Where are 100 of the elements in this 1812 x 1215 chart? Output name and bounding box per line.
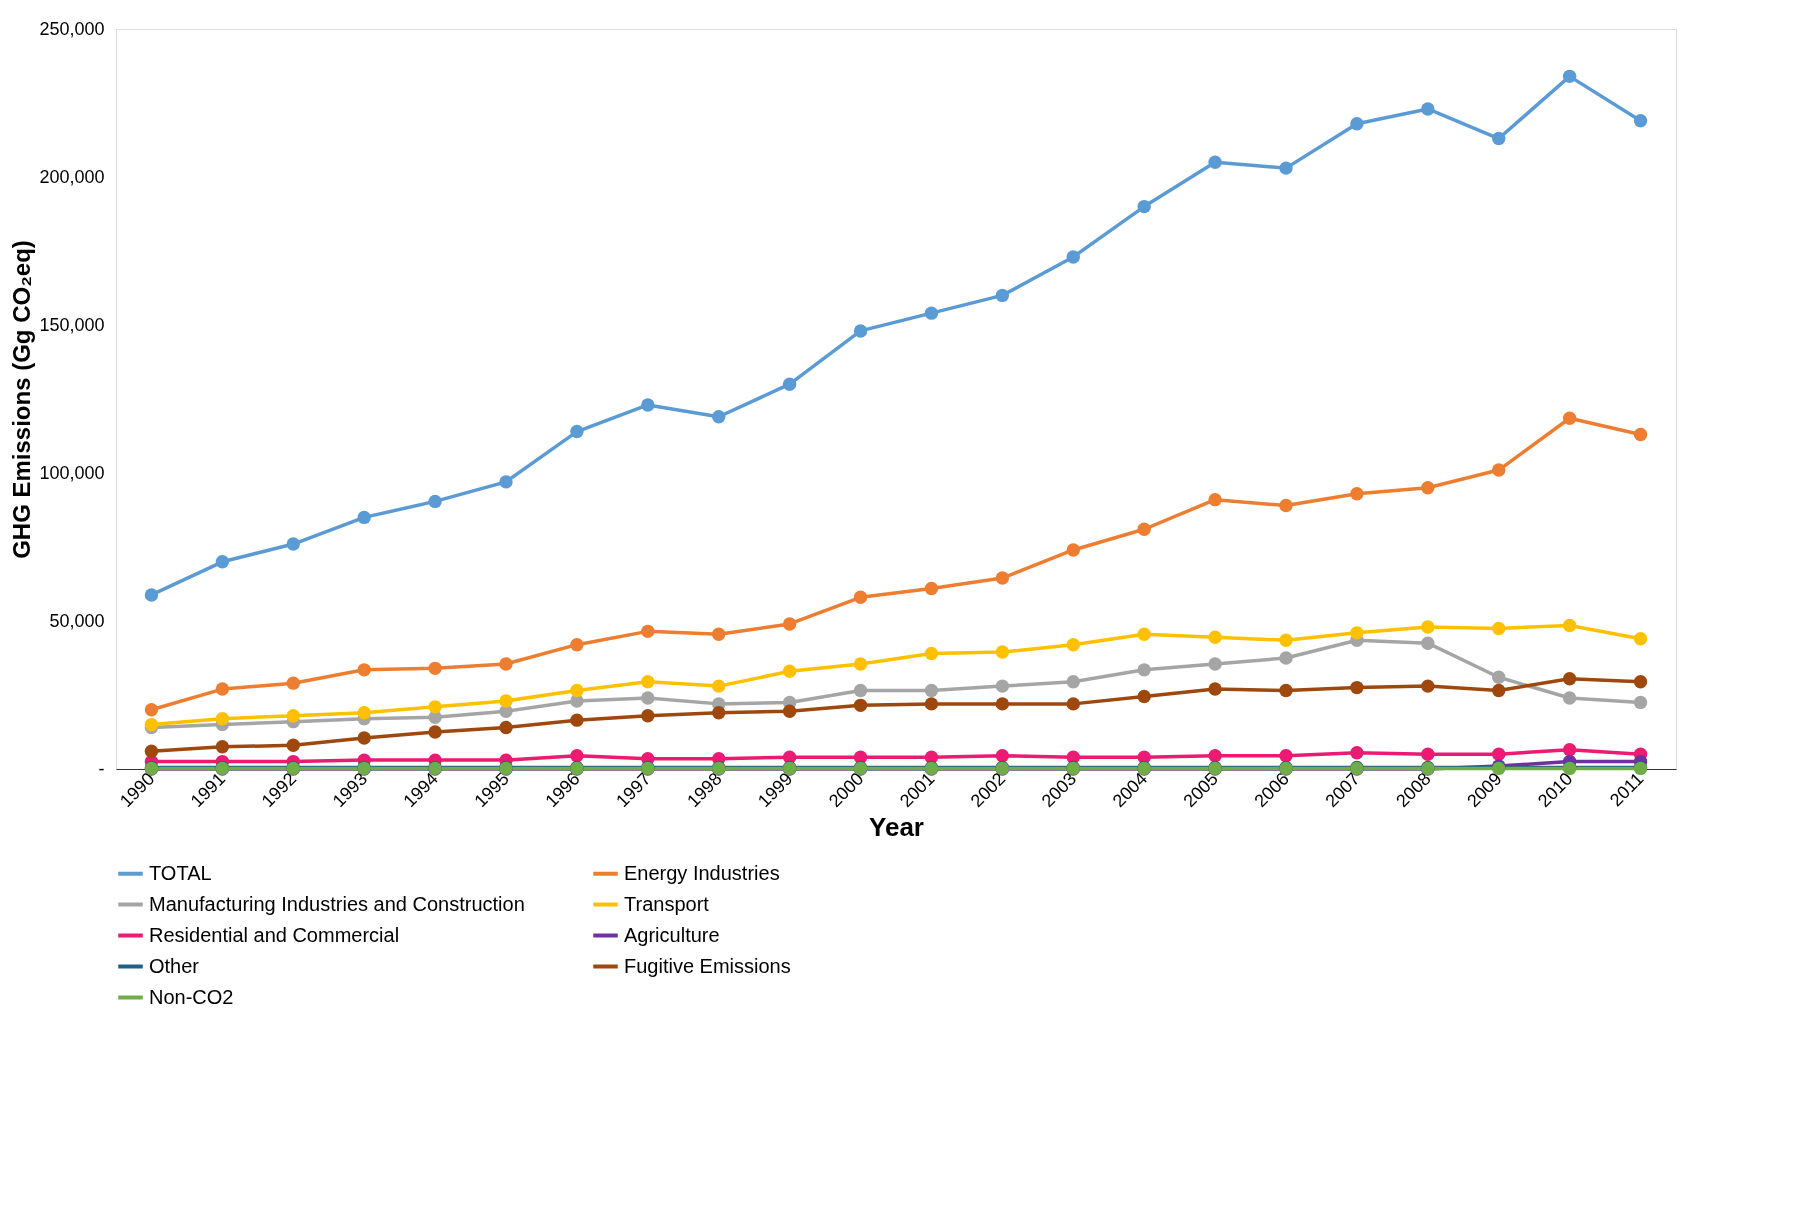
point <box>853 324 868 338</box>
point <box>782 377 797 391</box>
y-tick-label: 50,000 <box>49 610 105 631</box>
legend-label: Agriculture <box>624 923 720 946</box>
point <box>1279 161 1293 175</box>
point <box>782 664 797 679</box>
legend-label: Transport <box>624 892 710 915</box>
point <box>286 676 300 690</box>
point <box>570 713 584 727</box>
point <box>1633 632 1648 646</box>
point <box>428 725 442 739</box>
point <box>1421 102 1435 116</box>
point <box>853 657 868 671</box>
point <box>782 617 797 631</box>
point <box>1137 689 1151 704</box>
point <box>1350 746 1364 760</box>
point <box>499 694 513 708</box>
point <box>1421 636 1435 650</box>
legend-label: Other <box>149 954 200 977</box>
point <box>570 683 584 698</box>
point <box>641 709 655 723</box>
point <box>499 475 513 489</box>
point <box>357 731 371 745</box>
point <box>499 657 513 671</box>
point <box>357 706 371 720</box>
point <box>641 398 655 412</box>
point <box>712 410 726 424</box>
legend-label: Non-CO2 <box>149 985 234 1008</box>
y-tick-label: 100,000 <box>39 462 105 483</box>
point <box>1421 481 1435 495</box>
y-tick-label: - <box>98 758 105 779</box>
point <box>1208 630 1222 644</box>
point <box>1208 657 1222 671</box>
point <box>1279 683 1293 698</box>
point <box>1066 697 1080 711</box>
point <box>1421 679 1435 693</box>
point <box>853 683 868 698</box>
point <box>712 706 726 720</box>
point <box>1421 620 1435 634</box>
point <box>1350 680 1364 695</box>
point <box>286 738 300 753</box>
point <box>1137 199 1151 214</box>
legend-label: Residential and Commercial <box>149 923 400 946</box>
point <box>1208 155 1222 169</box>
point <box>1137 663 1151 677</box>
point <box>1562 691 1577 705</box>
point <box>1492 683 1506 698</box>
point <box>1421 747 1435 761</box>
point <box>712 627 726 642</box>
point <box>1208 748 1222 763</box>
point <box>924 581 939 596</box>
point <box>995 697 1010 711</box>
point <box>1066 543 1080 557</box>
point <box>1066 674 1080 689</box>
point <box>1633 114 1648 128</box>
point <box>924 697 939 711</box>
point <box>428 494 442 509</box>
point <box>1208 682 1222 696</box>
point <box>215 555 230 569</box>
point <box>641 674 655 689</box>
legend-label: Energy Industries <box>624 861 780 884</box>
point <box>995 645 1010 659</box>
legend-label: Fugitive Emissions <box>624 954 791 977</box>
point <box>1279 651 1293 665</box>
point <box>1633 427 1648 442</box>
point <box>144 744 159 758</box>
point <box>1492 463 1506 477</box>
point <box>144 703 159 717</box>
point <box>1562 743 1577 757</box>
legend-label: Manufacturing Industries and Construction <box>149 892 525 915</box>
point <box>570 424 584 439</box>
point <box>570 637 584 652</box>
point <box>853 590 868 605</box>
point <box>428 661 442 676</box>
point <box>712 679 726 693</box>
point <box>1066 250 1080 264</box>
legend-label: TOTAL <box>149 861 212 884</box>
point <box>144 588 159 602</box>
point <box>215 740 230 754</box>
point <box>1562 618 1577 633</box>
point <box>1279 748 1293 763</box>
y-tick-label: 200,000 <box>39 166 105 187</box>
point <box>1208 492 1222 507</box>
point <box>570 748 584 763</box>
point <box>995 288 1010 303</box>
point <box>1492 621 1506 636</box>
y-axis-title: GHG Emissions (Gg CO₂eq) <box>8 240 36 559</box>
point <box>1562 411 1577 425</box>
point <box>1562 69 1577 84</box>
point <box>924 646 939 661</box>
point <box>1492 131 1506 146</box>
point <box>924 306 939 320</box>
point <box>1492 670 1506 684</box>
point <box>1350 117 1364 131</box>
point <box>1279 633 1293 647</box>
point <box>924 683 939 698</box>
point <box>286 709 300 723</box>
x-axis-title: Year <box>869 812 924 843</box>
point <box>641 624 655 639</box>
point <box>995 679 1010 693</box>
